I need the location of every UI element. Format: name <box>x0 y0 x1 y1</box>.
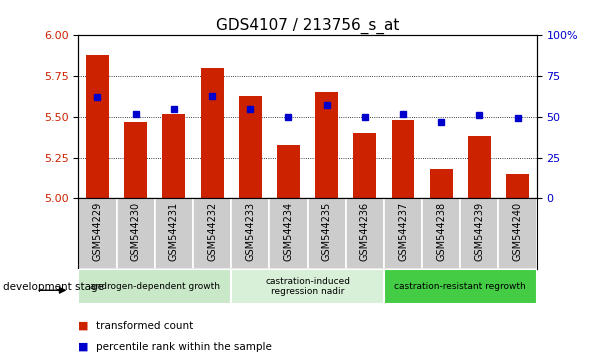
Text: transformed count: transformed count <box>96 321 194 331</box>
Bar <box>499 198 537 269</box>
Bar <box>162 114 185 198</box>
Text: GSM544236: GSM544236 <box>360 202 370 261</box>
Bar <box>231 269 384 304</box>
Text: GSM544238: GSM544238 <box>436 202 446 261</box>
Text: GSM544231: GSM544231 <box>169 202 179 261</box>
Bar <box>277 144 300 198</box>
Text: GSM544237: GSM544237 <box>398 202 408 261</box>
Bar <box>384 198 422 269</box>
Text: percentile rank within the sample: percentile rank within the sample <box>96 342 273 352</box>
Title: GDS4107 / 213756_s_at: GDS4107 / 213756_s_at <box>216 18 399 34</box>
Bar <box>346 198 384 269</box>
Bar <box>308 198 346 269</box>
Text: androgen-dependent growth: androgen-dependent growth <box>90 282 219 291</box>
Bar <box>422 198 460 269</box>
Bar <box>78 269 231 304</box>
Bar <box>315 92 338 198</box>
Text: castration-resistant regrowth: castration-resistant regrowth <box>394 282 526 291</box>
Text: GSM544239: GSM544239 <box>475 202 484 261</box>
Text: GSM544240: GSM544240 <box>513 202 523 261</box>
Text: ■: ■ <box>78 321 89 331</box>
Text: development stage: development stage <box>3 282 104 292</box>
Bar <box>78 198 116 269</box>
Bar <box>124 122 147 198</box>
Bar <box>430 169 453 198</box>
Text: castration-induced
regression nadir: castration-induced regression nadir <box>265 277 350 296</box>
Bar <box>460 198 499 269</box>
Bar <box>116 198 155 269</box>
Text: GSM544229: GSM544229 <box>92 202 103 261</box>
Text: GSM544230: GSM544230 <box>131 202 140 261</box>
Bar <box>391 120 414 198</box>
Text: GSM544235: GSM544235 <box>321 202 332 261</box>
Bar <box>201 68 224 198</box>
Bar <box>155 198 193 269</box>
Text: ■: ■ <box>78 342 89 352</box>
Text: GSM544232: GSM544232 <box>207 202 217 261</box>
Text: GSM544233: GSM544233 <box>245 202 255 261</box>
Bar <box>193 198 231 269</box>
Bar <box>86 55 109 198</box>
Bar <box>231 198 270 269</box>
Text: GSM544234: GSM544234 <box>283 202 294 261</box>
Bar <box>384 269 537 304</box>
Bar <box>270 198 308 269</box>
Bar <box>353 133 376 198</box>
Bar <box>506 174 529 198</box>
Bar <box>468 136 491 198</box>
Bar <box>239 96 262 198</box>
